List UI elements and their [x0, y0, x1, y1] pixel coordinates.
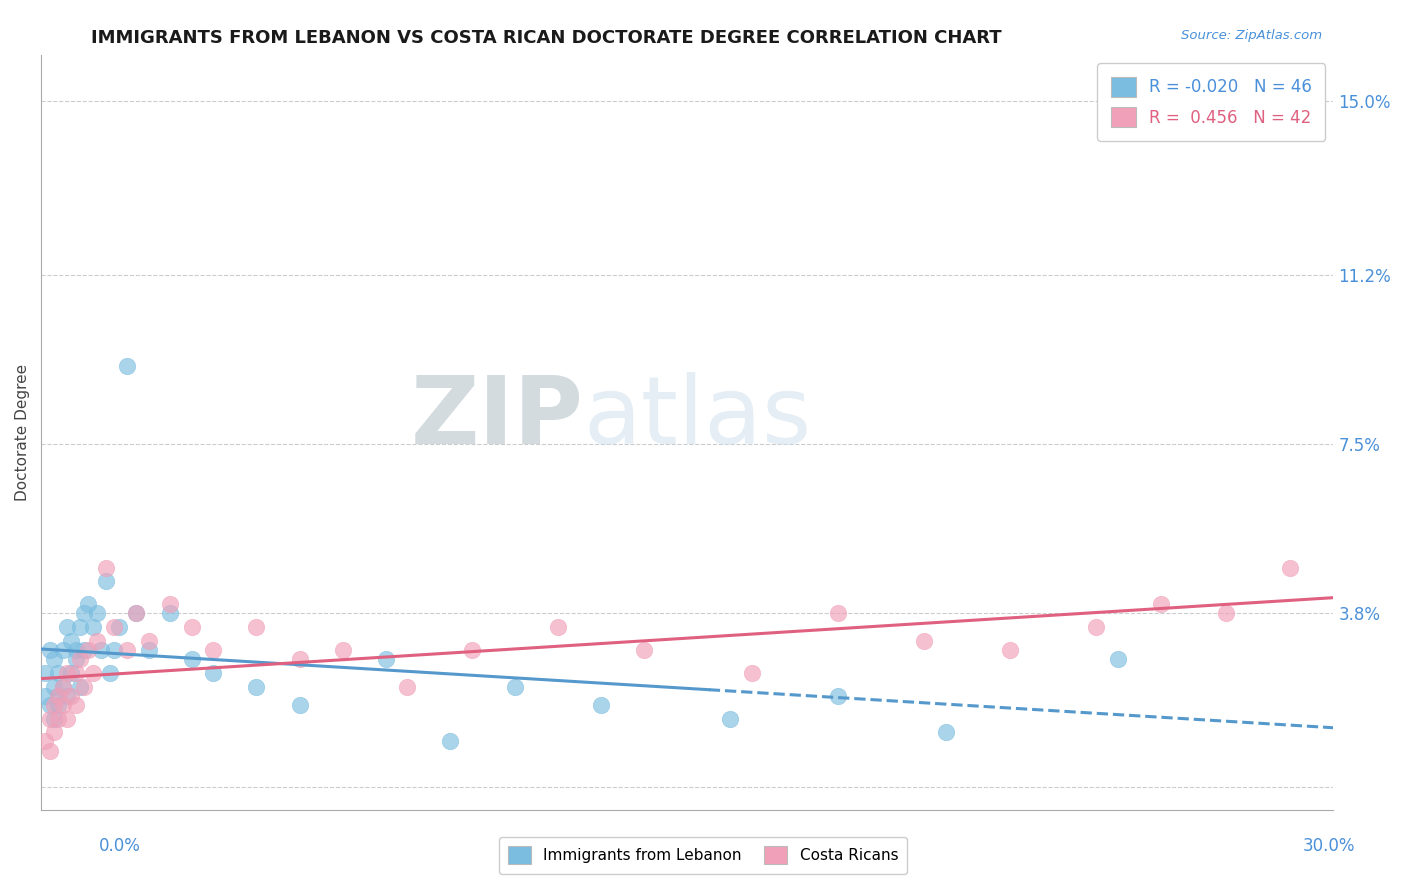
Point — [461, 643, 484, 657]
Point — [1107, 652, 1129, 666]
Point — [245, 620, 267, 634]
Point — [159, 597, 181, 611]
Point — [56, 620, 79, 634]
Point — [547, 620, 569, 634]
Point — [65, 665, 87, 680]
Point — [1085, 620, 1108, 634]
Text: ZIP: ZIP — [411, 372, 583, 464]
Point — [107, 620, 129, 634]
Y-axis label: Doctorate Degree: Doctorate Degree — [15, 364, 30, 501]
Text: IMMIGRANTS FROM LEBANON VS COSTA RICAN DOCTORATE DEGREE CORRELATION CHART: IMMIGRANTS FROM LEBANON VS COSTA RICAN D… — [91, 29, 1002, 46]
Point — [117, 359, 139, 374]
Point — [34, 665, 56, 680]
Point — [77, 597, 100, 611]
Point — [94, 560, 117, 574]
Point — [125, 607, 148, 621]
Point — [34, 689, 56, 703]
Point — [1279, 560, 1302, 574]
Point — [73, 607, 96, 621]
Point — [38, 643, 60, 657]
Point — [60, 689, 83, 703]
Point — [159, 607, 181, 621]
Point — [65, 652, 87, 666]
Point — [94, 574, 117, 589]
Point — [98, 665, 121, 680]
Point — [82, 665, 104, 680]
Text: Source: ZipAtlas.com: Source: ZipAtlas.com — [1181, 29, 1322, 42]
Point — [60, 633, 83, 648]
Point — [374, 652, 396, 666]
Point — [633, 643, 655, 657]
Point — [46, 689, 69, 703]
Point — [1000, 643, 1022, 657]
Point — [912, 633, 935, 648]
Point — [52, 680, 75, 694]
Point — [591, 698, 613, 712]
Point — [46, 698, 69, 712]
Point — [65, 643, 87, 657]
Point — [42, 725, 65, 739]
Text: 30.0%: 30.0% — [1302, 837, 1355, 855]
Point — [1215, 607, 1237, 621]
Point — [46, 665, 69, 680]
Point — [38, 744, 60, 758]
Point — [741, 665, 763, 680]
Point — [86, 607, 108, 621]
Point — [332, 643, 354, 657]
Point — [73, 643, 96, 657]
Point — [202, 665, 225, 680]
Point — [439, 734, 461, 748]
Point — [65, 698, 87, 712]
Point — [52, 698, 75, 712]
Point — [827, 689, 849, 703]
Point — [56, 665, 79, 680]
Point — [503, 680, 526, 694]
Point — [38, 698, 60, 712]
Point — [52, 643, 75, 657]
Point — [138, 643, 160, 657]
Point — [42, 698, 65, 712]
Point — [103, 620, 125, 634]
Point — [42, 652, 65, 666]
Point — [46, 712, 69, 726]
Point — [56, 712, 79, 726]
Point — [69, 680, 91, 694]
Legend: R = -0.020   N = 46, R =  0.456   N = 42: R = -0.020 N = 46, R = 0.456 N = 42 — [1097, 63, 1324, 141]
Point — [935, 725, 957, 739]
Point — [245, 680, 267, 694]
Point — [46, 689, 69, 703]
Point — [125, 607, 148, 621]
Point — [202, 643, 225, 657]
Point — [69, 652, 91, 666]
Point — [52, 680, 75, 694]
Point — [1150, 597, 1173, 611]
Point — [69, 620, 91, 634]
Point — [42, 680, 65, 694]
Point — [56, 689, 79, 703]
Point — [38, 712, 60, 726]
Point — [138, 633, 160, 648]
Point — [288, 652, 311, 666]
Point — [103, 643, 125, 657]
Point — [396, 680, 419, 694]
Legend: Immigrants from Lebanon, Costa Ricans: Immigrants from Lebanon, Costa Ricans — [499, 837, 907, 873]
Text: 0.0%: 0.0% — [98, 837, 141, 855]
Point — [718, 712, 741, 726]
Point — [288, 698, 311, 712]
Point — [77, 643, 100, 657]
Point — [180, 652, 202, 666]
Point — [90, 643, 112, 657]
Point — [180, 620, 202, 634]
Point — [60, 665, 83, 680]
Point — [117, 643, 139, 657]
Point — [827, 607, 849, 621]
Point — [82, 620, 104, 634]
Text: atlas: atlas — [583, 372, 813, 464]
Point — [86, 633, 108, 648]
Point — [34, 734, 56, 748]
Point — [73, 680, 96, 694]
Point — [42, 712, 65, 726]
